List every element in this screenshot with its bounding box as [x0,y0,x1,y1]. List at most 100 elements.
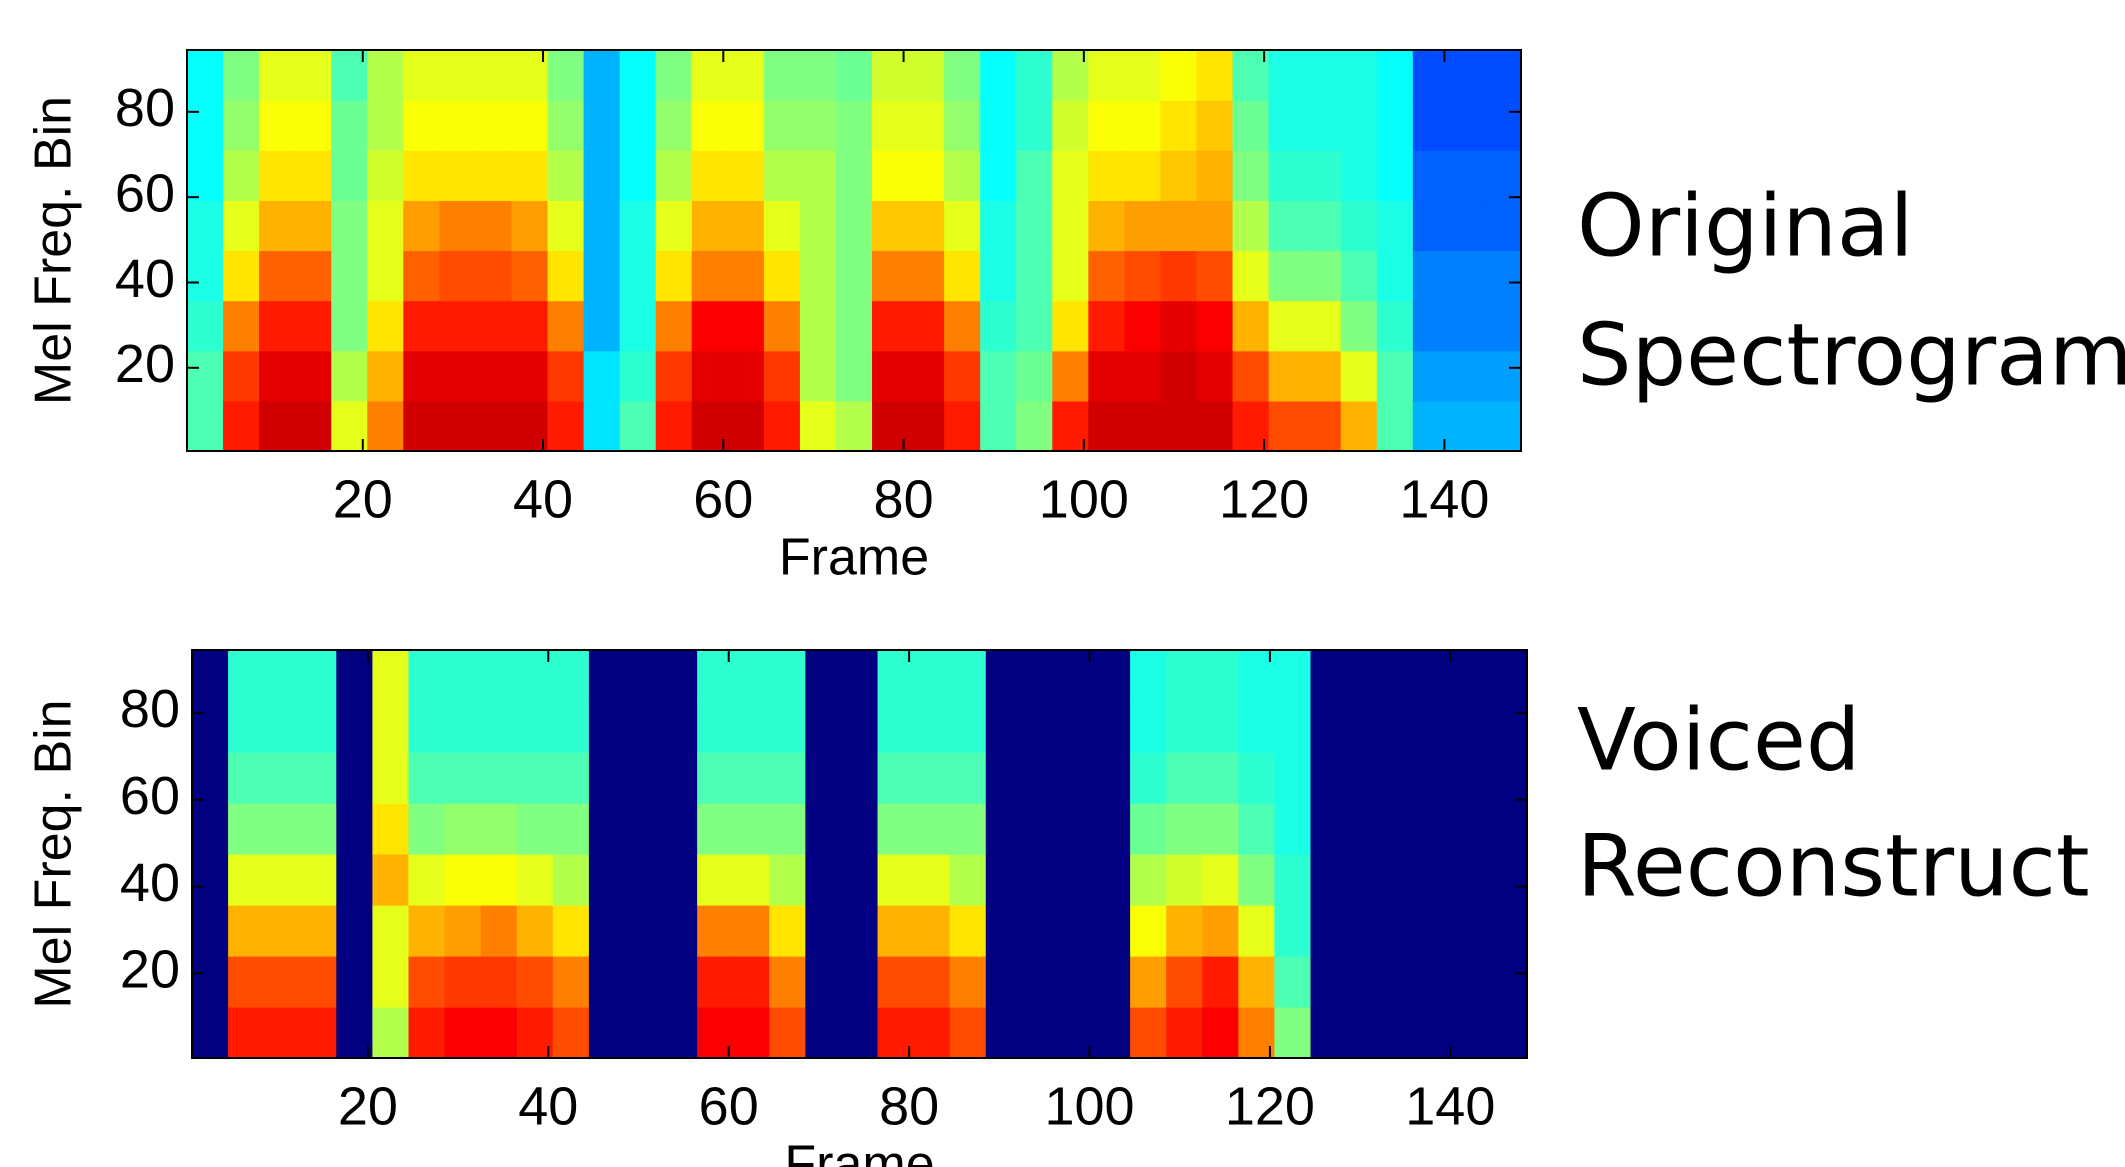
heatmap-cell [1418,701,1456,753]
heatmap-cell [444,752,482,804]
heatmap-cell [1346,956,1384,1008]
heatmap-cell [661,650,698,702]
heatmap-cell [1124,350,1162,402]
heatmap-cell [331,250,368,302]
heatmap-cell [1094,956,1131,1008]
heatmap-cell [408,650,446,702]
heatmap-cell [1232,300,1270,352]
x-tick-label: 140 [1405,1076,1495,1136]
heatmap-cell [1196,350,1234,402]
heatmap-cell [408,905,446,957]
x-tick-label: 100 [1039,469,1129,529]
heatmap-cell [1202,1007,1239,1059]
heatmap-cell [295,150,332,201]
heatmap-cell [944,350,981,402]
heatmap-cell [588,1007,626,1059]
heatmap-cell [511,350,549,402]
heatmap-cell [835,150,873,201]
heatmap-cell [1088,300,1126,352]
heatmap-cell [733,803,770,855]
heatmap-cell [187,400,224,452]
heatmap-cell [367,350,404,402]
heatmap-cell [872,100,909,151]
heatmap-cell [300,956,337,1008]
heatmap-cell [1160,100,1198,151]
heatmap-cell [1021,803,1059,855]
heatmap-cell [1310,803,1348,855]
heatmap-cell [1196,200,1234,252]
heatmap-cell [228,650,265,702]
heatmap-cell [444,854,482,906]
heatmap-cell [1124,150,1162,201]
heatmap-cell [223,350,260,402]
heatmap-cell [403,350,440,402]
y-tick-label: 60 [120,766,180,826]
heatmap-cell [331,350,368,402]
heatmap-cell [697,1007,734,1059]
heatmap-cell [835,350,873,402]
heatmap-cell [480,701,518,753]
heatmap-cell [1057,650,1095,702]
heatmap-cell [1274,956,1312,1008]
heatmap-cell [367,200,404,252]
heatmap-cell [439,250,477,302]
heatmap-cell [1057,1007,1095,1059]
heatmap-cell [583,100,621,151]
heatmap-cell [1021,752,1059,804]
heatmap-cell [1412,200,1450,252]
heatmap-cell [949,701,987,753]
heatmap-cell [944,200,981,252]
heatmap-cell [661,701,698,753]
heatmap-cell [1166,905,1203,957]
heatmap-cell [1057,854,1095,906]
x-tick-label: 120 [1219,469,1309,529]
heatmap-cell [295,50,332,101]
heatmap-cell [763,250,801,302]
heatmap-cell [769,854,806,906]
heatmap-cell [1016,300,1053,352]
heatmap-cell [552,905,590,957]
heatmap-cell [985,956,1023,1008]
heatmap-cell [1166,854,1203,906]
heatmap-cell [1094,803,1131,855]
heatmap-cell [223,200,260,252]
heatmap-cell [1418,905,1456,957]
heatmap-cell [691,200,729,252]
heatmap-cell [1268,100,1306,151]
heatmap-cell [295,200,332,252]
heatmap-cell [697,752,734,804]
heatmap-cell [944,100,981,151]
heatmap-cell [1202,956,1239,1008]
heatmap-cell [1304,200,1342,252]
annotation: Reconstruct [1577,816,2090,916]
heatmap-cell [1490,701,1528,753]
heatmap-cell [944,300,981,352]
heatmap-cell [769,1007,806,1059]
heatmap-cell [1418,956,1456,1008]
heatmap-cell [661,803,698,855]
heatmap-cell [1232,400,1270,452]
heatmap-cell [552,650,590,702]
heatmap-cell [841,1007,879,1059]
heatmap-cell [1088,150,1126,201]
heatmap-cell [661,854,698,906]
x-axis-label: Frame [779,529,929,587]
heatmap-cell [763,50,801,101]
x-tick-label: 140 [1399,469,1489,529]
heatmap-cell [733,956,770,1008]
heatmap-cell [1490,956,1528,1008]
heatmap-cell [1057,803,1095,855]
heatmap-cell [1238,854,1276,906]
heatmap-cell [1484,250,1522,302]
heatmap-cell [1196,50,1234,101]
heatmap-cell [1202,701,1239,753]
heatmap-cell [1382,956,1420,1008]
heatmap-cell [1454,650,1492,702]
heatmap-cell [1448,350,1486,402]
heatmap-cell [1124,200,1162,252]
heatmap-cell [1454,701,1492,753]
heatmap-cell [408,701,446,753]
heatmap-cell [913,854,951,906]
heatmap-cell [1052,200,1089,252]
heatmap-cell [697,854,734,906]
